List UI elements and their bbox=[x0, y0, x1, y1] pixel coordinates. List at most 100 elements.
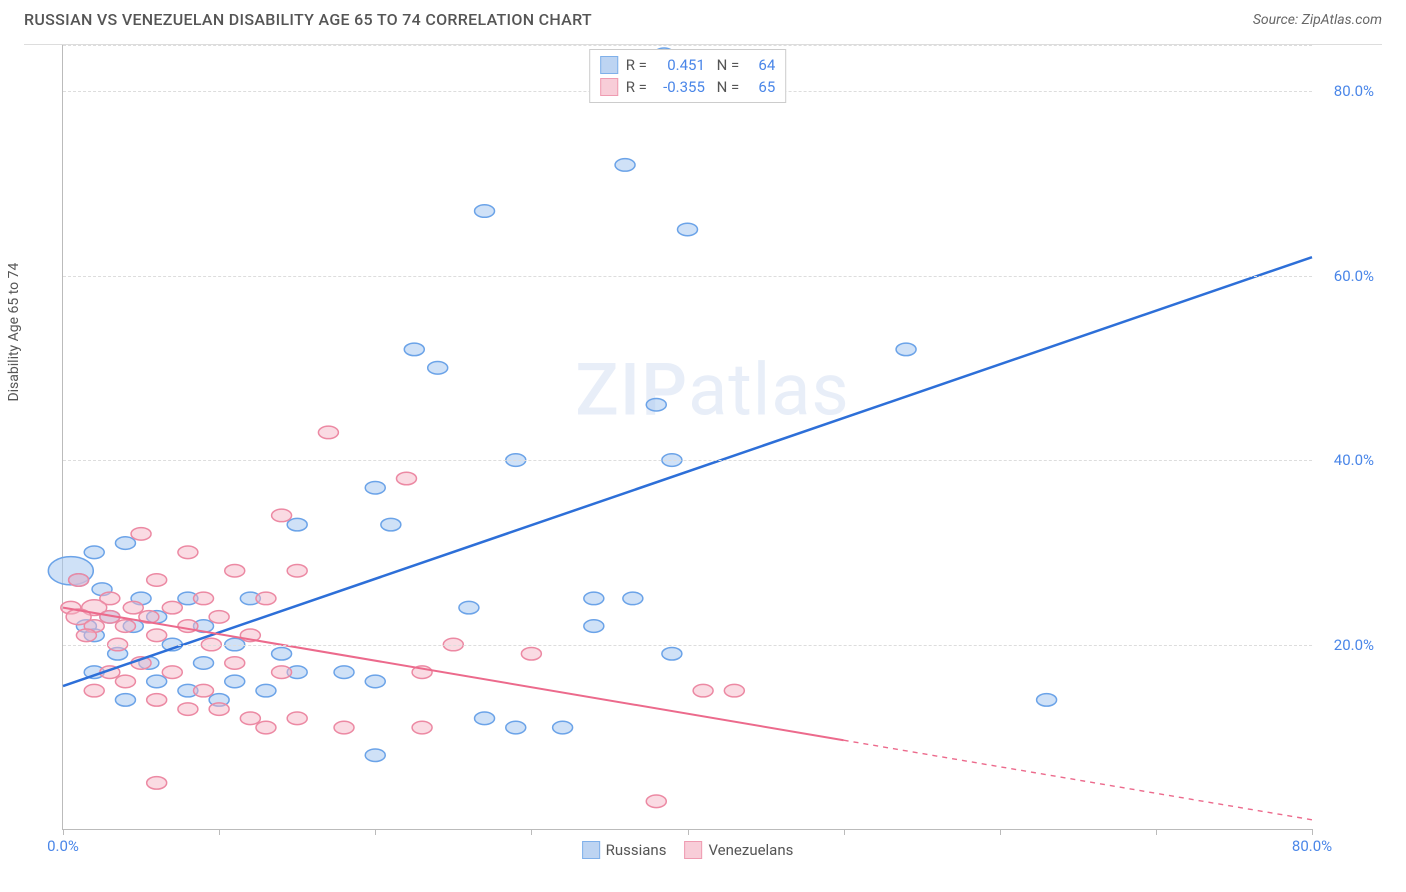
scatter-point bbox=[584, 592, 604, 605]
y-tick-label: 40.0% bbox=[1334, 451, 1374, 469]
scatter-point bbox=[678, 223, 698, 236]
scatter-point bbox=[365, 749, 385, 762]
scatter-point bbox=[147, 694, 167, 707]
series-legend: Russians Venezuelans bbox=[582, 841, 794, 859]
legend-r-label: R = bbox=[626, 78, 647, 96]
scatter-point bbox=[1037, 694, 1057, 707]
scatter-point bbox=[240, 712, 260, 725]
scatter-point bbox=[147, 675, 167, 688]
scatter-point bbox=[147, 629, 167, 642]
scatter-point bbox=[287, 518, 307, 531]
scatter-point bbox=[287, 564, 307, 577]
scatter-point bbox=[334, 721, 354, 734]
x-tick-label: 80.0% bbox=[1292, 837, 1332, 855]
chart-title: RUSSIAN VS VENEZUELAN DISABILITY AGE 65 … bbox=[24, 10, 592, 29]
gridline bbox=[63, 460, 1312, 461]
scatter-point bbox=[162, 601, 182, 614]
series-legend-label: Russians bbox=[606, 841, 667, 859]
scatter-point bbox=[162, 666, 182, 679]
scatter-point bbox=[412, 721, 432, 734]
scatter-point bbox=[256, 684, 276, 697]
x-tick-label: 0.0% bbox=[47, 837, 79, 855]
scatter-point bbox=[506, 721, 526, 734]
scatter-point bbox=[225, 564, 245, 577]
series-legend-item: Russians bbox=[582, 841, 667, 859]
scatter-point bbox=[115, 620, 135, 633]
scatter-point bbox=[194, 592, 214, 605]
scatter-point bbox=[475, 712, 495, 725]
scatter-point bbox=[396, 472, 416, 485]
scatter-point bbox=[428, 362, 448, 375]
x-tick-mark bbox=[63, 829, 64, 835]
legend-swatch bbox=[684, 841, 702, 859]
legend-n-label: N = bbox=[713, 78, 739, 96]
scatter-point bbox=[225, 657, 245, 670]
scatter-point bbox=[147, 777, 167, 790]
scatter-point bbox=[69, 574, 89, 587]
plot-area: ZIPatlas R =0.451 N =64R =-0.355 N =65 R… bbox=[62, 45, 1312, 830]
legend-swatch bbox=[600, 56, 618, 74]
y-tick-label: 60.0% bbox=[1334, 267, 1374, 285]
scatter-point bbox=[178, 703, 198, 716]
trendline-dashed bbox=[844, 740, 1312, 820]
scatter-point bbox=[381, 518, 401, 531]
scatter-point bbox=[194, 657, 214, 670]
scatter-point bbox=[225, 675, 245, 688]
x-tick-mark bbox=[1000, 829, 1001, 835]
legend-swatch bbox=[600, 78, 618, 96]
scatter-point bbox=[147, 574, 167, 587]
scatter-point bbox=[896, 343, 916, 356]
scatter-point bbox=[365, 675, 385, 688]
scatter-point bbox=[724, 684, 744, 697]
scatter-point bbox=[115, 694, 135, 707]
scatter-point bbox=[553, 721, 573, 734]
scatter-point bbox=[334, 666, 354, 679]
scatter-point bbox=[693, 684, 713, 697]
scatter-point bbox=[76, 629, 96, 642]
legend-n-value: 65 bbox=[747, 78, 775, 96]
scatter-point bbox=[272, 509, 292, 522]
gridline bbox=[63, 645, 1312, 646]
scatter-point bbox=[272, 666, 292, 679]
scatter-point bbox=[584, 620, 604, 633]
scatter-point bbox=[115, 675, 135, 688]
scatter-point bbox=[178, 546, 198, 559]
correlation-legend-row: R = -0.355 N = 65 bbox=[600, 76, 776, 98]
source-label: Source: ZipAtlas.com bbox=[1253, 12, 1382, 28]
series-legend-item: Venezuelans bbox=[684, 841, 793, 859]
scatter-point bbox=[475, 205, 495, 218]
x-tick-mark bbox=[219, 829, 220, 835]
scatter-point bbox=[84, 684, 104, 697]
y-tick-label: 20.0% bbox=[1334, 636, 1374, 654]
legend-r-label: R = bbox=[626, 56, 647, 74]
scatter-point bbox=[131, 528, 151, 541]
legend-r-value: 0.451 bbox=[655, 56, 705, 74]
scatter-point bbox=[646, 398, 666, 411]
scatter-point bbox=[404, 343, 424, 356]
scatter-point bbox=[662, 647, 682, 660]
scatter-point bbox=[646, 795, 666, 808]
scatter-point bbox=[459, 601, 479, 614]
gridline bbox=[63, 45, 1312, 46]
scatter-point bbox=[209, 611, 229, 624]
scatter-point bbox=[318, 426, 338, 439]
correlation-legend: R = 0.451 N = 64 R = -0.355 N = 65 bbox=[589, 49, 787, 103]
x-tick-mark bbox=[688, 829, 689, 835]
y-axis-label: Disability Age 65 to 74 bbox=[6, 262, 22, 401]
legend-swatch bbox=[582, 841, 600, 859]
scatter-point bbox=[615, 159, 635, 172]
scatter-point bbox=[256, 721, 276, 734]
legend-n-value: 64 bbox=[747, 56, 775, 74]
scatter-point bbox=[272, 647, 292, 660]
y-tick-label: 80.0% bbox=[1334, 82, 1374, 100]
legend-r-value: -0.355 bbox=[655, 78, 705, 96]
correlation-legend-row: R = 0.451 N = 64 bbox=[600, 54, 776, 76]
scatter-point bbox=[287, 712, 307, 725]
scatter-point bbox=[623, 592, 643, 605]
scatter-point bbox=[84, 546, 104, 559]
x-tick-mark bbox=[844, 829, 845, 835]
scatter-point bbox=[256, 592, 276, 605]
scatter-point bbox=[123, 601, 143, 614]
legend-n-label: N = bbox=[713, 56, 739, 74]
x-tick-mark bbox=[375, 829, 376, 835]
